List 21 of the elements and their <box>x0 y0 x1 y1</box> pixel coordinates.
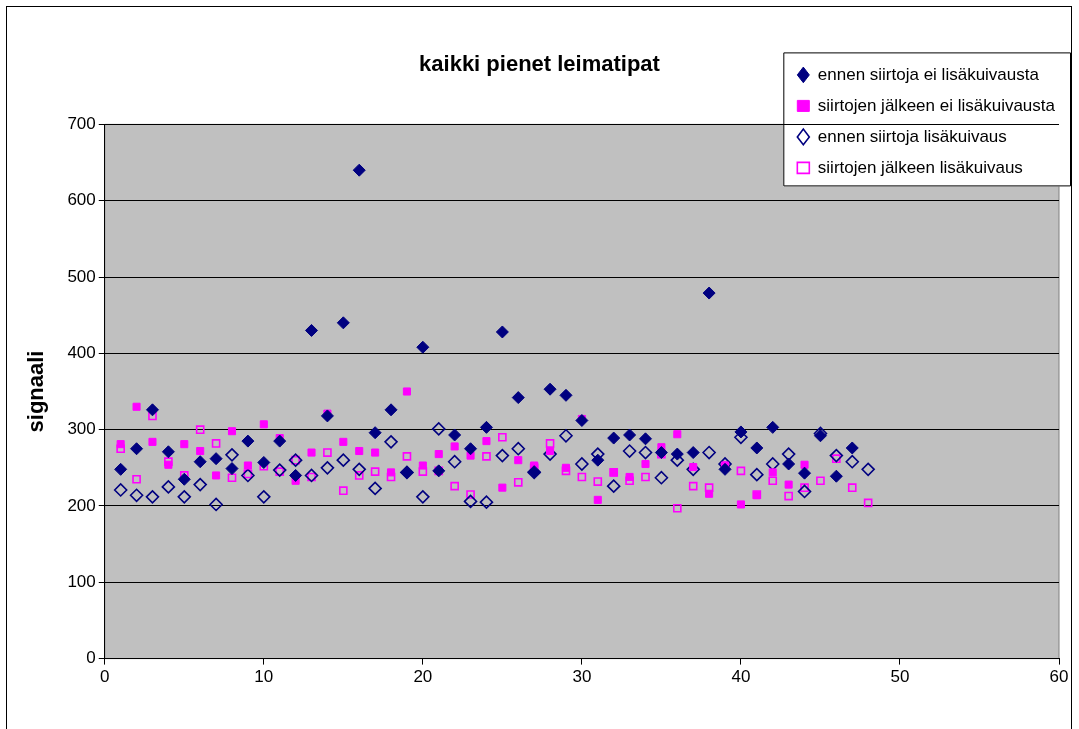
legend-label: siirtojen jälkeen lisäkuivaus <box>817 157 1023 177</box>
x-tick-label: 50 <box>890 667 910 687</box>
y-tick-label: 500 <box>67 266 96 286</box>
x-tick-label: 0 <box>100 667 110 687</box>
y-tick-label: 200 <box>67 495 96 515</box>
y-axis-title: signaali <box>23 350 49 433</box>
x-tick-label: 40 <box>731 667 751 687</box>
legend-label: ennen siirtoja ei lisäkuivausta <box>817 64 1040 84</box>
x-tick-label: 30 <box>572 667 592 687</box>
y-tick-label: 400 <box>67 343 96 363</box>
y-tick-label: 300 <box>67 419 96 439</box>
x-tick-label: 10 <box>254 667 274 687</box>
x-tick-label: 20 <box>413 667 433 687</box>
x-tick-label: 60 <box>1049 667 1069 687</box>
y-tick-label: 0 <box>86 648 96 668</box>
y-tick-label: 700 <box>67 114 96 134</box>
y-tick-label: 100 <box>67 571 96 591</box>
legend-label: siirtojen jälkeen ei lisäkuivausta <box>817 95 1056 115</box>
y-tick-label: 600 <box>67 190 96 210</box>
chart-title: kaikki pienet leimatipat <box>419 51 661 77</box>
legend-label: ennen siirtoja lisäkuivaus <box>817 126 1007 146</box>
